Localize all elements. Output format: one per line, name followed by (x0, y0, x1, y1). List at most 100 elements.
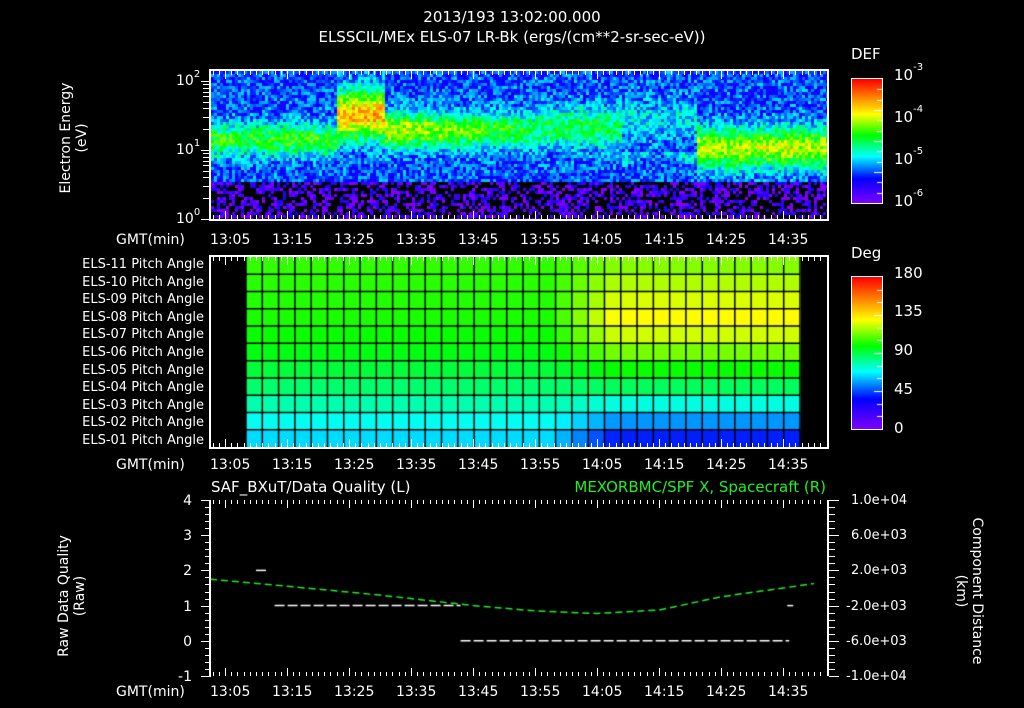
panel1-ytick-10: 101 (176, 138, 200, 158)
panel2-time-label: GMT(min) (116, 457, 185, 473)
time-tick-label: 13:05 (210, 457, 251, 473)
right-ytick-label: -2.0e+03 (846, 598, 907, 614)
deg-label-180: 180 (894, 264, 923, 282)
time-tick-label: 13:05 (210, 232, 251, 248)
cb-base: 10 (894, 150, 914, 168)
left-ytick-label: 1 (183, 598, 192, 615)
pitch-angle-row-label: ELS-11 Pitch Angle (82, 257, 204, 272)
time-tick-label: 14:25 (706, 232, 747, 248)
panel3-left-ylabel: Raw Data Quality (Raw) (56, 516, 88, 676)
time-tick-label: 14:15 (644, 684, 685, 700)
plot-subtitle: ELSSCIL/MEx ELS-07 LR-Bk (ergs/(cm**2-sr… (318, 28, 706, 46)
panel2-frame (209, 255, 829, 449)
panel3-right-ylabel-line2: (km) (953, 574, 969, 608)
time-tick-label: 13:35 (396, 232, 437, 248)
time-tick-label: 13:45 (458, 457, 499, 473)
right-ytick-label: 6.0e+03 (851, 528, 908, 544)
panel3-right-ylabel: Component Distance (km) (953, 503, 985, 679)
time-tick-label: 13:45 (458, 684, 499, 700)
time-tick-label: 14:25 (706, 684, 747, 700)
pitch-angle-row-label: ELS-04 Pitch Angle (82, 380, 204, 396)
left-ytick-label: 3 (183, 528, 192, 545)
panel1-frame (209, 69, 829, 221)
pitch-angle-row-label: ELS-06 Pitch Angle (82, 345, 204, 360)
panel1-ytick-100: 102 (176, 69, 200, 89)
time-tick-label: 13:35 (396, 457, 437, 473)
time-tick-label: 13:45 (458, 232, 499, 248)
time-tick-label: 13:55 (520, 457, 561, 473)
plot-timestamp: 2013/193 13:02:00.000 (423, 8, 601, 26)
right-ytick-label: -6.0e+03 (846, 633, 907, 649)
def-colorbar (851, 78, 883, 204)
ytick-base: 10 (176, 73, 194, 89)
time-tick-label: 13:25 (334, 457, 375, 473)
def-label-1e-5: 10-5 (894, 146, 923, 168)
pitch-angle-row-label: ELS-09 Pitch Angle (82, 292, 204, 308)
pitch-angle-row-label: ELS-03 Pitch Angle (82, 397, 204, 413)
def-colorbar-title: DEF (851, 45, 881, 63)
ytick-exp: 1 (193, 138, 201, 149)
pitch-angle-row-label: ELS-08 Pitch Angle (82, 309, 204, 325)
panel3-left-ylabel-line1: Raw Data Quality (56, 535, 72, 657)
right-ytick-label: 2.0e+03 (851, 563, 908, 579)
panel3-left-title: SAF_BXuT/Data Quality (L) (211, 478, 411, 496)
panel1-ylabel-line2: (eV) (74, 123, 90, 153)
time-tick-label: 13:15 (272, 684, 313, 700)
time-tick-label: 14:15 (644, 232, 685, 248)
pitch-angle-row-label: ELS-02 Pitch Angle (82, 415, 204, 431)
panel1-ylabel: Electron Energy (eV) (58, 68, 90, 208)
ytick-exp: 2 (193, 69, 201, 80)
energy-spectrogram (211, 71, 827, 219)
def-label-1e-4: 10-4 (894, 104, 923, 126)
pitch-angle-row-label: ELS-10 Pitch Angle (82, 274, 204, 290)
deg-label-0: 0 (894, 419, 904, 437)
ytick-base: 10 (176, 211, 194, 227)
time-tick-label: 14:15 (644, 457, 685, 473)
def-label-1e-3: 10-3 (894, 62, 923, 84)
time-tick-label: 14:35 (768, 232, 809, 248)
time-tick-label: 13:35 (396, 684, 437, 700)
time-tick-label: 14:05 (582, 232, 623, 248)
deg-label-45: 45 (894, 380, 914, 398)
cb-exp: -6 (913, 188, 924, 199)
time-tick-label: 13:05 (210, 684, 251, 700)
panel1-time-label: GMT(min) (116, 232, 185, 248)
pitch-angle-row-label: ELS-05 Pitch Angle (82, 362, 204, 378)
panel3-left-ylabel-line2: (Raw) (72, 575, 88, 617)
def-label-1e-6: 10-6 (894, 188, 923, 210)
cb-base: 10 (894, 108, 914, 126)
ytick-base: 10 (176, 142, 194, 158)
time-tick-label: 14:25 (706, 457, 747, 473)
pitch-angle-row-label: ELS-07 Pitch Angle (82, 327, 204, 343)
cb-base: 10 (894, 192, 914, 210)
left-ytick-label: 4 (183, 493, 192, 509)
time-tick-label: 14:35 (768, 457, 809, 473)
deg-label-135: 135 (894, 302, 923, 320)
left-ytick-label: 0 (183, 633, 192, 650)
deg-label-90: 90 (894, 341, 914, 359)
panel1-ylabel-line1: Electron Energy (58, 82, 74, 194)
deg-colorbar-title: Deg (851, 244, 882, 262)
panel3-right-ylabel-line1: Component Distance (969, 517, 985, 665)
cb-exp: -5 (913, 146, 924, 157)
ytick-exp: 0 (193, 207, 201, 218)
right-ytick-label: -1.0e+04 (846, 669, 907, 684)
left-ytick-label: -1 (178, 669, 192, 685)
pitch-angle-row-label: ELS-01 Pitch Angle (82, 433, 204, 448)
time-tick-label: 13:25 (334, 684, 375, 700)
panel3-time-label: GMT(min) (116, 684, 185, 700)
cb-exp: -3 (913, 62, 924, 73)
right-ytick-label: 1.0e+04 (851, 493, 908, 508)
time-tick-label: 13:55 (520, 684, 561, 700)
deg-colorbar (851, 276, 883, 430)
time-tick-label: 14:05 (582, 457, 623, 473)
time-tick-label: 13:25 (334, 232, 375, 248)
time-tick-label: 13:15 (272, 232, 313, 248)
time-tick-label: 14:05 (582, 684, 623, 700)
panel1-ytick-1: 100 (176, 207, 200, 227)
time-tick-label: 13:15 (272, 457, 313, 473)
time-tick-label: 14:35 (768, 684, 809, 700)
panel3-right-title: MEXORBMC/SPF X, Spacecraft (R) (574, 478, 826, 496)
time-tick-label: 13:55 (520, 232, 561, 248)
cb-base: 10 (894, 66, 914, 84)
